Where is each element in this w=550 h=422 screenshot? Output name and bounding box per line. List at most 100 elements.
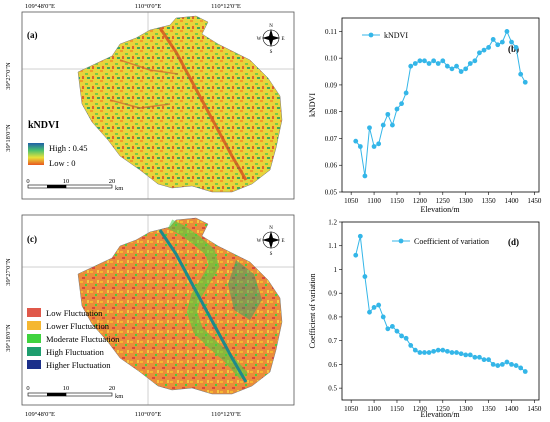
chart-b-data-point [463, 66, 469, 72]
map-a-scale-tick-0: 0 [26, 178, 29, 185]
map-c-left-tick-2: 39°18'0"N [5, 324, 12, 352]
map-a-legend: kNDVI High : 0.45 Low : 0 [28, 120, 88, 168]
chart-b-data-point [504, 28, 510, 34]
map-c-scale-tick-10: 10 [63, 385, 70, 392]
chart-b-data-point [467, 61, 473, 66]
map-c-panel-label: (c) [27, 234, 37, 244]
chart-b-data-point [444, 63, 450, 69]
chart-b-ticks: 1050 1100 1150 1200 1250 1300 1350 1400 1450 0.05… [325, 28, 542, 205]
chart-b-data-point [399, 101, 404, 107]
chart-d-data-point [449, 350, 455, 355]
chart-d-data-point [380, 314, 386, 320]
map-c-scale-unit: km [115, 393, 123, 400]
chart-d-data-point [481, 357, 487, 363]
chart-d: (d) Coefficient of variation Elevation/m… [308, 219, 542, 420]
map-a-top-tick-1: 109°48'0"E [25, 3, 55, 10]
chart-d-data-point [490, 362, 496, 367]
map-a-scale-tick-10: 10 [63, 178, 70, 185]
chart-d-ticks: 1050 1100 1150 1200 1250 1300 1350 1400 1450 0.5 0… [328, 219, 542, 414]
chart-b-data-point [389, 122, 395, 128]
map-c-legend-label-1: Low Fluctuation [46, 308, 103, 318]
chart-b-xlabel: Elevation/m [420, 205, 460, 214]
map-c-scale-bar: 0 10 20 km [26, 385, 123, 400]
map-c-left-tick-1: 39°27'0"N [5, 258, 12, 286]
map-a-legend-low: Low : 0 [49, 158, 75, 168]
map-c-compass-e: E [281, 239, 284, 244]
map-c-river [158, 229, 248, 383]
map-a-left-tick-2: 39°18'0"N [5, 124, 12, 152]
chart-b-ytick-label: 0.11 [325, 28, 337, 36]
chart-d-data-point [385, 326, 391, 332]
chart-d-data-point [376, 302, 382, 308]
map-c-bottom-tick-3: 110°12'0"E [211, 411, 241, 418]
chart-b-xtick-label: 1100 [367, 197, 381, 205]
chart-b-data-point [367, 125, 372, 131]
chart-d-xlabel: Elevation/m [420, 410, 460, 419]
chart-d-series-line [355, 236, 526, 372]
map-a-compass-s: S [270, 50, 273, 55]
chart-d-xtick-label: 1350 [482, 405, 497, 413]
chart-b-xtick-label: 1050 [344, 197, 359, 205]
chart-b-ytick-label: 0.10 [325, 55, 338, 63]
chart-d-xtick-label: 1300 [459, 405, 474, 413]
chart-b-data-point [380, 122, 386, 128]
map-c-legend-label-3: Moderate Fluctuation [46, 334, 120, 344]
chart-d-xtick-label: 1400 [505, 405, 520, 413]
chart-b-legend-marker [368, 32, 374, 38]
chart-d-ytick-label: 1 [334, 266, 338, 274]
chart-b-data-point [412, 61, 418, 66]
chart-b-data-point [422, 58, 427, 64]
chart-d-data-point [444, 348, 450, 354]
chart-b-frame [341, 17, 540, 193]
chart-b-data-point [449, 66, 455, 72]
chart-b-data-point [513, 45, 519, 50]
map-a-region [77, 15, 283, 193]
map-c-legend-label-2: Lower Fluctuation [46, 321, 110, 331]
chart-d-xtick-label: 1100 [367, 405, 381, 413]
chart-d-data-point [513, 363, 519, 368]
chart-d-xtick-label: 1450 [527, 405, 542, 413]
chart-d-ytick-label: 0.7 [328, 337, 337, 345]
chart-d-legend-label: Coefficient of variation [414, 237, 489, 246]
chart-b-xtick-label: 1200 [413, 197, 428, 205]
chart-b-series-line [355, 30, 526, 176]
map-c-legend-swatch-4 [27, 347, 41, 356]
chart-b-xtick-label: 1400 [505, 197, 520, 205]
map-c-region [77, 217, 283, 395]
chart-b-data-point [522, 79, 528, 85]
chart-d-data-point [417, 350, 423, 355]
map-a-compass-n: N [269, 24, 273, 29]
map-c-green-belt [167, 219, 248, 380]
map-c-legend-swatch-5 [27, 360, 41, 369]
chart-b-ytick-label: 0.08 [325, 108, 338, 116]
chart-b-data-point [385, 111, 391, 117]
chart-b-data-point [353, 138, 359, 144]
chart-d-data-point [403, 335, 409, 341]
chart-b-data-point [435, 61, 441, 66]
chart-d-ytick-label: 0.6 [328, 361, 337, 369]
map-c-legend-label-4: High Fluctuation [46, 347, 105, 357]
map-a-compass-icon: N S E W [257, 24, 285, 55]
chart-b-ytick-label: 0.06 [325, 162, 338, 170]
chart-d-legend-marker [398, 238, 404, 244]
map-a-legend-title: kNDVI [28, 120, 59, 131]
map-a-valleys [109, 59, 179, 109]
chart-b-xtick-label: 1450 [527, 197, 542, 205]
chart-d-data-point [371, 305, 377, 310]
chart-d-data-point [454, 350, 459, 355]
chart-b-data-point [426, 61, 432, 66]
chart-b-data-point [518, 71, 524, 77]
map-c-legend-swatch-1 [27, 308, 41, 317]
map-a-legend-colorbar [28, 143, 44, 165]
chart-d-data-point [467, 352, 473, 358]
chart-b-data-point [499, 39, 505, 45]
map-c-scale-tick-20: 20 [109, 385, 116, 392]
chart-b: (b) kNDVI Elevation/m kNDVI 1050 1100 1150… [308, 17, 542, 214]
map-c-scale-tick-0: 0 [26, 385, 29, 392]
chart-d-ylabel: Coefficient of variation [308, 274, 317, 349]
chart-d-data-point [522, 369, 528, 374]
chart-b-xtick-label: 1350 [482, 197, 497, 205]
chart-b-ytick-label: 0.07 [325, 135, 338, 143]
map-c-compass-n: N [269, 226, 273, 231]
chart-d-data-point [440, 347, 446, 353]
